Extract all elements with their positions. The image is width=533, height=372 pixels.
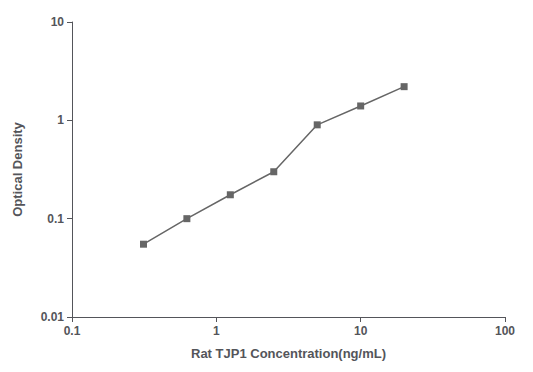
svg-text:1: 1 [213,324,220,338]
svg-text:Optical Density: Optical Density [10,121,25,216]
svg-text:0.1: 0.1 [47,212,64,226]
svg-text:0.01: 0.01 [41,310,65,324]
svg-text:0.1: 0.1 [64,324,81,338]
svg-text:100: 100 [495,324,515,338]
svg-text:Rat TJP1 Concentration(ng/mL): Rat TJP1 Concentration(ng/mL) [191,346,386,361]
svg-text:1: 1 [57,113,64,127]
svg-text:10: 10 [51,15,65,29]
svg-text:10: 10 [354,324,368,338]
